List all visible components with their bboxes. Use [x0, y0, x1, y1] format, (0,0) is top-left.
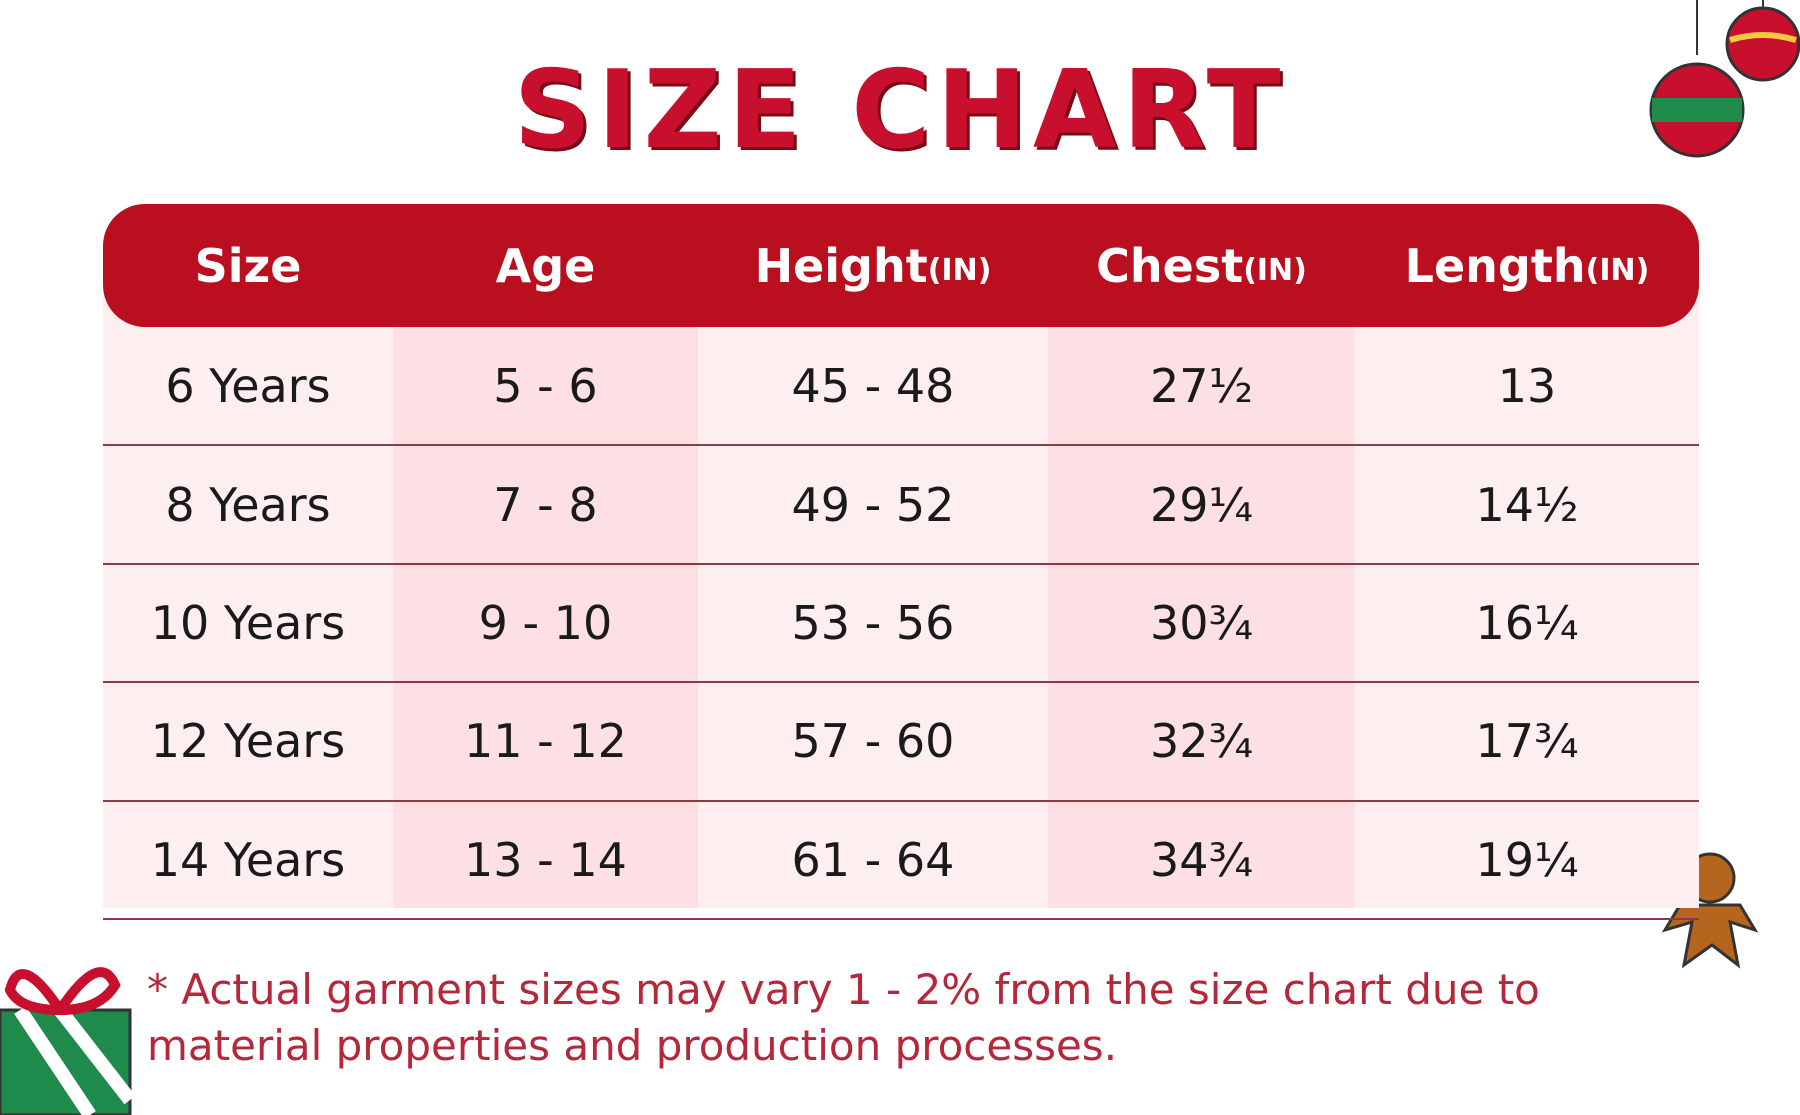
header-cell: Chest (IN)	[1048, 204, 1355, 327]
footnote-line: material properties and production proce…	[147, 1021, 1118, 1070]
table-cell: 34¾	[1149, 832, 1254, 887]
table-cell: 32¾	[1149, 714, 1254, 769]
table-cell: 7 - 8	[493, 477, 598, 532]
header-label: Length	[1404, 238, 1586, 293]
table-cell: 9 - 10	[478, 595, 613, 650]
title: SIZE CHART	[513, 48, 1287, 173]
header-label: Size	[194, 238, 302, 293]
footnote-line: * Actual garment sizes may vary 1 - 2% f…	[147, 965, 1540, 1014]
header-cell: Length (IN)	[1355, 204, 1699, 327]
header-label: Height	[754, 238, 928, 293]
table-cell: 16¼	[1475, 595, 1579, 650]
gift	[0, 967, 136, 1115]
table-cell: 13	[1497, 359, 1557, 414]
row-divider	[103, 799, 1699, 802]
ornaments	[1649, 0, 1800, 158]
table-cell: 10 Years	[150, 595, 346, 650]
table-cell: 53 - 56	[791, 595, 955, 650]
row-divider	[103, 444, 1699, 447]
row-divider	[103, 918, 1699, 920]
table-cell: 12 Years	[150, 714, 346, 769]
table-cell: 57 - 60	[791, 714, 955, 769]
table-cell: 30¾	[1149, 595, 1254, 650]
header-label: Chest	[1096, 238, 1244, 293]
footnote: * Actual garment sizes may vary 1 - 2% f…	[147, 962, 1647, 1074]
size-table: Size Age Height (IN) Chest (IN) Length (IN) 6 Y…	[103, 204, 1699, 920]
header-cell: Age	[393, 204, 698, 327]
table-cell: 11 - 12	[464, 714, 627, 769]
table-cell: 14½	[1475, 477, 1579, 532]
table-cell: 27½	[1149, 359, 1254, 414]
table-cell: 29¼	[1149, 477, 1254, 532]
row-divider	[103, 681, 1699, 684]
row-divider	[103, 562, 1699, 565]
table-cell: 13 - 14	[464, 832, 627, 887]
table-cell: 45 - 48	[791, 359, 955, 414]
header-label: Age	[495, 238, 596, 293]
header-unit: (IN)	[1585, 253, 1650, 288]
header-cell: Size	[103, 204, 393, 327]
table-cell: 19¼	[1475, 832, 1579, 887]
table-cell: 5 - 6	[493, 359, 598, 414]
table-cell: 8 Years	[165, 477, 331, 532]
table-header: Size Age Height (IN) Chest (IN) Length (IN)	[103, 204, 1699, 327]
table-cell: 6 Years	[165, 359, 331, 414]
header-unit: (IN)	[927, 253, 992, 288]
table-cell: 61 - 64	[791, 832, 955, 887]
table-cell: 49 - 52	[791, 477, 955, 532]
table-cell: 17¾	[1475, 714, 1579, 769]
header-unit: (IN)	[1243, 253, 1307, 288]
header-cell: Height (IN)	[698, 204, 1048, 327]
table-cell: 14 Years	[150, 832, 346, 887]
